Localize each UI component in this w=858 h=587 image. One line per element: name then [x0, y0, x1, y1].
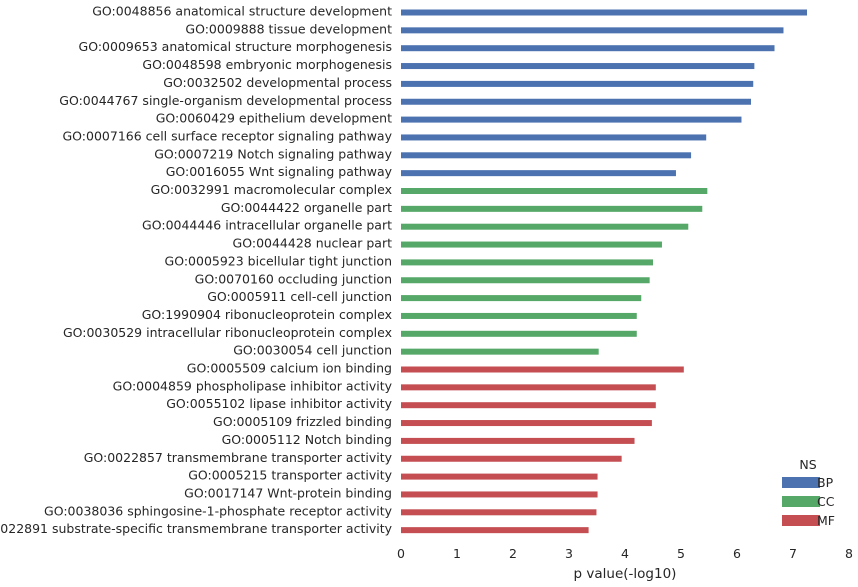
bar-30	[401, 527, 589, 534]
bar-22	[401, 384, 656, 391]
category-label-3: GO:0009653 anatomical structure morphoge…	[79, 39, 392, 54]
bar-26	[401, 455, 622, 462]
legend-label-mf: MF	[817, 513, 835, 528]
bar-12	[401, 205, 703, 212]
bar-5	[401, 80, 754, 87]
category-label-5: GO:0032502 developmental process	[163, 75, 392, 90]
x-tick-label-8: 8	[845, 546, 853, 561]
category-label-15: GO:0005923 bicellular tight junction	[165, 253, 392, 268]
category-label-6: GO:0044767 single-organism developmental…	[59, 93, 392, 108]
bar-11	[401, 188, 708, 194]
category-label-7: GO:0060429 epithelium development	[156, 111, 392, 126]
bar-14	[401, 241, 662, 248]
category-label-14: GO:0044428 nuclear part	[233, 236, 393, 251]
category-label-1: GO:0048856 anatomical structure developm…	[92, 4, 392, 19]
category-label-25: GO:0005112 Notch binding	[222, 432, 392, 447]
category-label-8: GO:0007166 cell surface receptor signali…	[62, 128, 392, 143]
bar-2	[401, 27, 784, 34]
x-tick-label-3: 3	[565, 546, 573, 561]
category-label-2: GO:0009888 tissue development	[185, 21, 392, 36]
bar-8	[401, 134, 707, 141]
x-tick-label-1: 1	[453, 546, 461, 561]
x-tick-label-4: 4	[621, 546, 629, 561]
category-label-21: GO:0005509 calcium ion binding	[187, 361, 392, 376]
category-label-18: GO:1990904 ribonucleoprotein complex	[142, 307, 392, 322]
bar-15	[401, 259, 653, 266]
x-tick-label-5: 5	[677, 546, 685, 561]
category-label-19: GO:0030529 intracellular ribonucleoprote…	[63, 325, 392, 340]
bar-25	[401, 437, 635, 444]
x-tick-label-2: 2	[509, 546, 517, 561]
x-axis-ticks: 0 1 2 3 4 5 6 7 8	[397, 546, 853, 561]
bar-6	[401, 98, 751, 105]
bar-28	[401, 491, 598, 498]
bar-29	[401, 509, 597, 516]
x-axis-title: p value(-log10)	[574, 566, 677, 582]
bars-layer	[401, 9, 807, 534]
bar-27	[401, 473, 598, 480]
bar-3	[401, 45, 775, 52]
bar-21	[401, 366, 684, 373]
x-tick-label-0: 0	[397, 546, 405, 561]
category-label-27: GO:0005215 transporter activity	[188, 468, 392, 483]
bar-24	[401, 420, 652, 427]
category-label-26: GO:0022857 transmembrane transporter act…	[84, 450, 393, 465]
category-label-9: GO:0007219 Notch signaling pathway	[154, 146, 392, 161]
x-tick-label-6: 6	[733, 546, 741, 561]
category-label-12: GO:0044422 organelle part	[221, 200, 392, 215]
category-label-16: GO:0070160 occluding junction	[195, 271, 392, 286]
legend-swatch-mf	[782, 515, 820, 526]
legend-swatch-bp	[782, 477, 820, 488]
bar-9	[401, 152, 692, 159]
category-label-30: GO:0022891 substrate-specific transmembr…	[0, 521, 393, 536]
bar-18	[401, 312, 637, 319]
legend-title: NS	[799, 457, 816, 472]
bar-16	[401, 277, 650, 284]
bar-20	[401, 348, 599, 355]
bar-4	[401, 63, 755, 70]
bar-13	[401, 223, 689, 230]
legend-label-bp: BP	[817, 475, 834, 490]
category-label-13: GO:0044446 intracellular organelle part	[142, 218, 392, 233]
category-label-10: GO:0016055 Wnt signaling pathway	[166, 164, 393, 179]
category-label-4: GO:0048598 embryonic morphogenesis	[142, 57, 392, 72]
category-label-29: GO:0038036 sphingosine-1-phosphate recep…	[44, 503, 393, 518]
bar-23	[401, 402, 656, 409]
category-labels: GO:0048856 anatomical structure developm…	[0, 4, 393, 537]
bar-7	[401, 116, 742, 123]
bar-1	[401, 9, 807, 16]
bar-19	[401, 330, 637, 337]
legend: NS BP CC MF	[782, 457, 835, 528]
category-label-22: GO:0004859 phospholipase inhibitor activ…	[113, 378, 393, 393]
category-label-17: GO:0005911 cell-cell junction	[207, 289, 392, 304]
bar-10	[401, 170, 676, 177]
category-label-23: GO:0055102 lipase inhibitor activity	[166, 396, 392, 411]
bar-17	[401, 295, 642, 302]
category-label-28: GO:0017147 Wnt-protein binding	[184, 485, 392, 500]
x-tick-label-7: 7	[789, 546, 797, 561]
category-label-24: GO:0005109 frizzled binding	[213, 414, 392, 429]
legend-entries: BP CC MF	[782, 475, 835, 528]
category-label-20: GO:0030054 cell junction	[233, 343, 392, 358]
category-label-11: GO:0032991 macromolecular complex	[151, 182, 392, 197]
legend-swatch-cc	[782, 496, 820, 507]
legend-label-cc: CC	[817, 494, 835, 509]
